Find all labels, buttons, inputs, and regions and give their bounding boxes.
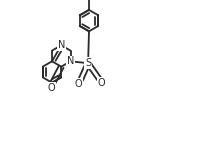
Text: O: O <box>97 78 105 88</box>
Text: N: N <box>58 40 65 50</box>
Text: O: O <box>47 83 55 93</box>
Text: S: S <box>85 58 91 68</box>
Text: O: O <box>75 79 82 89</box>
Text: N: N <box>67 56 74 66</box>
